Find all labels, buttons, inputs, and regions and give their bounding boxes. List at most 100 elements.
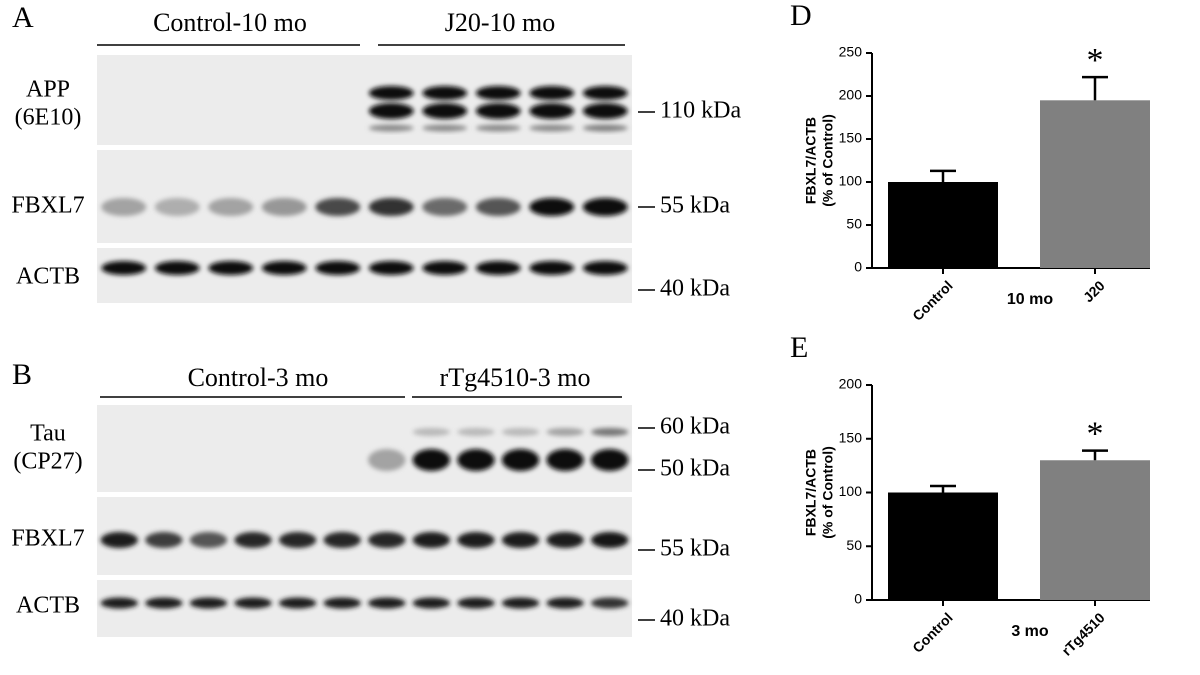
y-tick-label: 150 xyxy=(839,130,863,146)
panel-letter: E xyxy=(790,331,808,364)
band xyxy=(278,532,317,548)
blot-membrane xyxy=(97,150,632,243)
y-tick-label: 200 xyxy=(839,87,863,103)
band xyxy=(546,597,584,609)
band xyxy=(368,597,406,609)
y-axis-label: (% of Control) xyxy=(820,446,836,539)
band xyxy=(368,103,414,119)
band xyxy=(145,532,183,548)
band xyxy=(582,261,628,275)
band xyxy=(529,198,575,216)
row-label: FBXL7 xyxy=(11,193,84,219)
row-label: ACTB xyxy=(16,593,80,619)
error-bar xyxy=(930,484,956,493)
band xyxy=(475,124,521,132)
band xyxy=(368,198,414,216)
band xyxy=(368,532,406,548)
row-label: APP xyxy=(26,77,70,103)
y-tick-label: 100 xyxy=(839,173,863,189)
y-tick-label: 50 xyxy=(846,537,862,553)
band xyxy=(323,597,361,609)
band xyxy=(261,198,307,216)
row-label: ACTB xyxy=(16,264,80,290)
band xyxy=(501,428,540,436)
band xyxy=(457,532,495,548)
band xyxy=(457,597,495,609)
x-tick-label: Control xyxy=(909,609,956,656)
group-label: Control-3 mo xyxy=(188,363,329,392)
band xyxy=(475,86,521,100)
row-label: FBXL7 xyxy=(11,526,84,552)
band xyxy=(501,532,540,548)
band xyxy=(475,198,521,216)
band xyxy=(412,449,451,471)
significance-star: * xyxy=(1087,415,1104,452)
y-axis-label: FBXL7/ACTB xyxy=(803,449,819,536)
bar xyxy=(1040,460,1150,600)
band xyxy=(412,597,451,609)
y-tick-label: 0 xyxy=(854,591,862,607)
band xyxy=(457,449,495,471)
blot-membrane xyxy=(97,580,632,637)
marker-label: 40 kDa xyxy=(660,276,730,302)
y-axis-label: (% of Control) xyxy=(820,114,836,207)
band xyxy=(323,532,361,548)
y-tick-label: 250 xyxy=(839,44,863,60)
y-tick-label: 150 xyxy=(839,429,863,445)
band xyxy=(529,124,575,132)
band xyxy=(529,261,575,275)
error-bar xyxy=(1082,449,1108,461)
band xyxy=(475,261,521,275)
panel-letter: A xyxy=(12,1,34,34)
band xyxy=(546,532,584,548)
marker-label: 60 kDa xyxy=(660,414,730,440)
band xyxy=(529,103,575,119)
blot-membrane xyxy=(97,497,632,575)
band xyxy=(145,597,183,609)
band xyxy=(475,103,521,119)
row-label: (CP27) xyxy=(13,449,82,475)
bar xyxy=(1040,100,1150,268)
band xyxy=(278,597,317,609)
band xyxy=(422,261,468,275)
band xyxy=(208,261,254,275)
band xyxy=(590,532,629,548)
band xyxy=(501,597,540,609)
band xyxy=(590,597,629,609)
y-tick-label: 100 xyxy=(839,483,863,499)
x-axis-label: 3 mo xyxy=(1011,623,1049,640)
band xyxy=(529,86,575,100)
band xyxy=(208,198,254,216)
band xyxy=(412,428,451,436)
band xyxy=(501,449,540,471)
band xyxy=(422,86,468,100)
band xyxy=(100,532,139,548)
panel-letter: B xyxy=(12,358,32,391)
band xyxy=(100,597,139,609)
x-tick-label: rTg4510 xyxy=(1058,609,1107,658)
band xyxy=(422,103,468,119)
band xyxy=(189,532,228,548)
group-label: J20-10 mo xyxy=(445,8,556,37)
band xyxy=(315,198,361,216)
band xyxy=(101,198,147,216)
row-label: Tau xyxy=(30,421,66,447)
error-bar xyxy=(930,169,956,182)
bar xyxy=(888,492,998,600)
significance-star: * xyxy=(1087,42,1104,79)
band xyxy=(457,428,495,436)
x-tick-label: J20 xyxy=(1080,277,1108,305)
band xyxy=(368,261,414,275)
band xyxy=(154,261,200,275)
band xyxy=(315,261,361,275)
blot-membrane xyxy=(97,405,632,492)
band xyxy=(234,532,272,548)
y-tick-label: 50 xyxy=(846,216,862,232)
band xyxy=(368,124,414,132)
x-axis-label: 10 mo xyxy=(1007,291,1053,308)
band xyxy=(412,532,451,548)
band xyxy=(546,428,584,436)
band xyxy=(154,198,200,216)
marker-label: 40 kDa xyxy=(660,606,730,632)
